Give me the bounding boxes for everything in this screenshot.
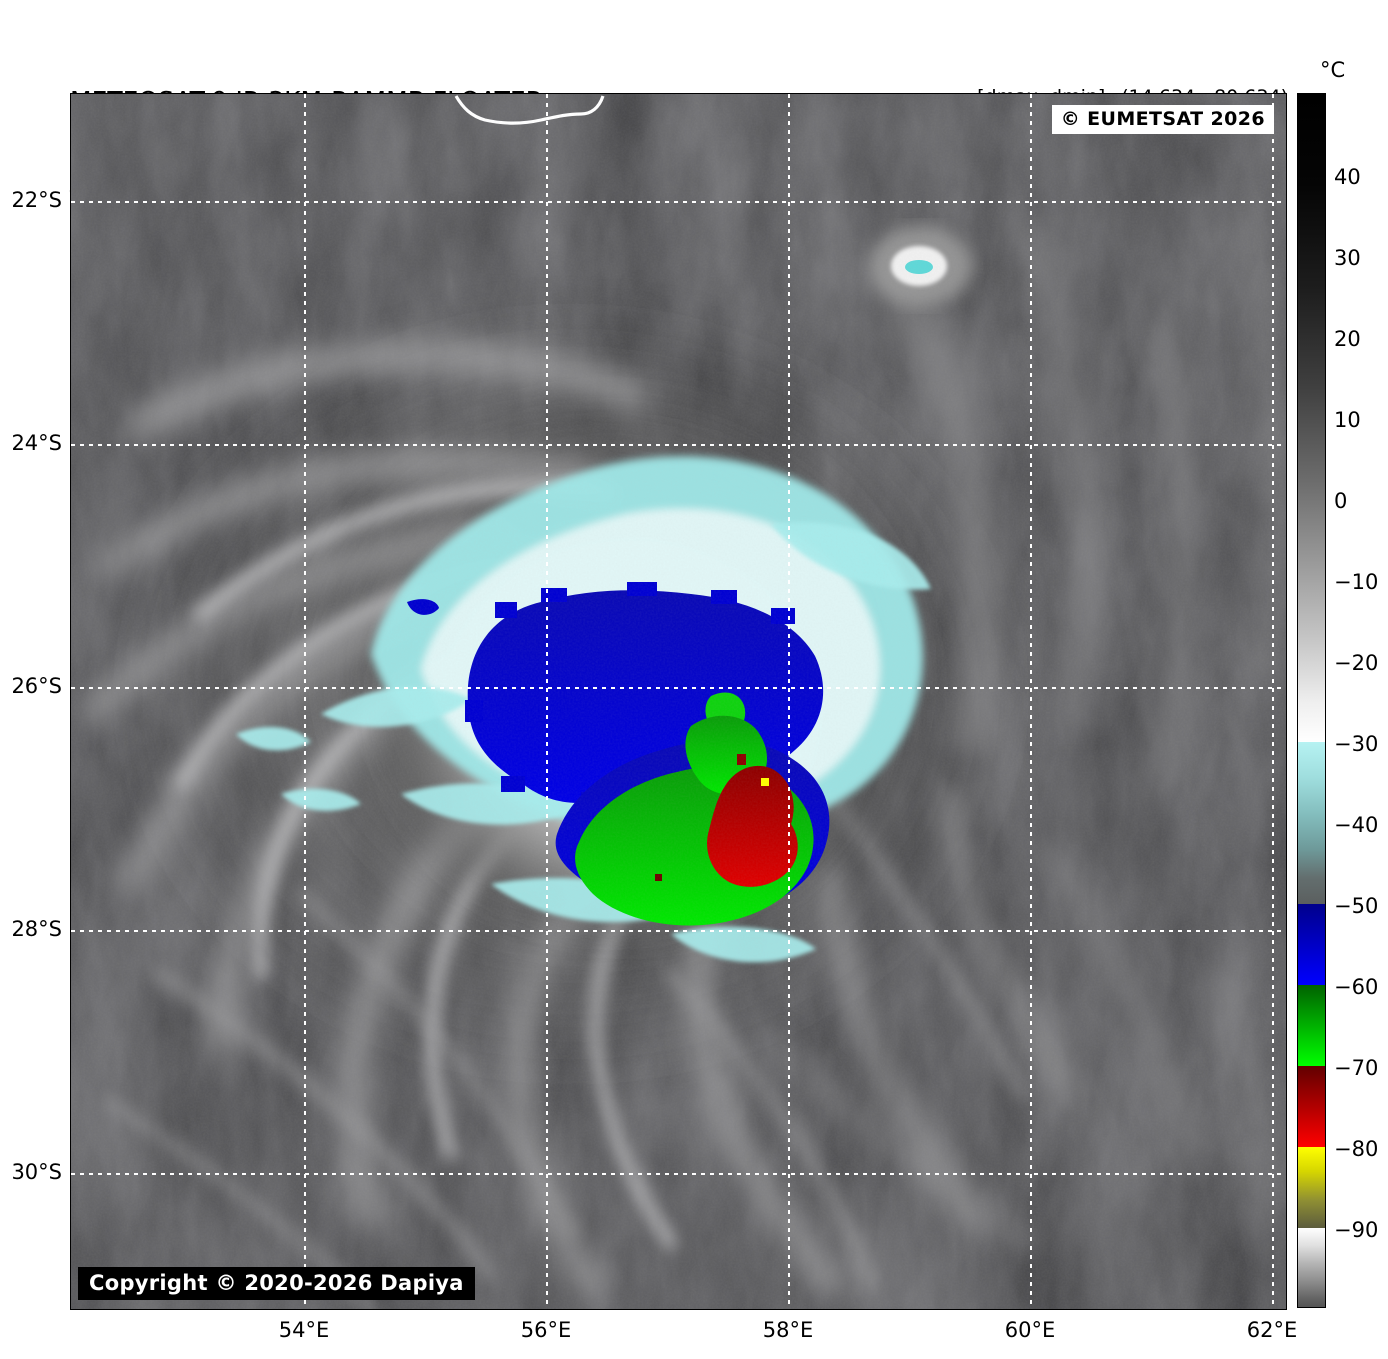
cbar-tick-20: 20 [1334,327,1361,351]
gridline-lat-26 [71,687,1286,689]
cbar-seg-cold-gray [1298,1228,1325,1307]
cbar-tick-m10: −10 [1334,570,1379,594]
cbar-tick-0: 0 [1334,489,1348,513]
cbar-seg-warm-gray [1298,94,1325,742]
gridline-lon-60 [1030,94,1032,1309]
cbar-tick-m80: −80 [1334,1137,1379,1161]
lat-tick-30s: 30°S [11,1160,62,1184]
lat-tick-22s: 22°S [11,188,62,212]
gridline-lon-56 [546,94,548,1309]
satellite-image-plot[interactable]: © EUMETSAT 2026 Copyright © 2020-2026 Da… [70,93,1287,1310]
gridline-lon-58 [788,94,790,1309]
lon-tick-58e: 58°E [762,1318,814,1342]
gridline-lat-22 [71,201,1286,203]
lat-tick-24s: 24°S [11,431,62,455]
gridline-lon-54 [304,94,306,1309]
gridline-lat-28 [71,930,1286,932]
cbar-tick-m50: −50 [1334,894,1379,918]
lon-tick-56e: 56°E [520,1318,572,1342]
lon-tick-62e: 62°E [1246,1318,1298,1342]
cbar-tick-m20: −20 [1334,651,1379,675]
ir-satellite-raster [71,94,1286,1309]
colorbar-segments [1298,94,1325,1307]
cbar-tick-m70: −70 [1334,1056,1379,1080]
cbar-tick-30: 30 [1334,246,1361,270]
cbar-seg-red [1298,1066,1325,1147]
lon-tick-60e: 60°E [1004,1318,1056,1342]
lat-tick-28s: 28°S [11,917,62,941]
lat-tick-26s: 26°S [11,674,62,698]
gridline-lat-24 [71,444,1286,446]
gridline-lat-30 [71,1173,1286,1175]
cbar-seg-blue [1298,904,1325,985]
colorbar-units-label: °C [1320,58,1346,82]
cbar-tick-m40: −40 [1334,813,1379,837]
cbar-seg-cyan [1298,742,1325,904]
gridline-lon-62 [1272,94,1274,1309]
eumetsat-credit-badge: © EUMETSAT 2026 [1051,105,1274,134]
cbar-tick-m90: −90 [1334,1218,1379,1242]
lon-tick-54e: 54°E [278,1318,330,1342]
cbar-tick-10: 10 [1334,408,1361,432]
cbar-tick-m30: −30 [1334,732,1379,756]
cbar-seg-yellow [1298,1147,1325,1228]
cbar-tick-m60: −60 [1334,975,1379,999]
dapiya-copyright-badge: Copyright © 2020-2026 Dapiya [78,1267,475,1300]
cbar-seg-green [1298,985,1325,1066]
cbar-tick-40: 40 [1334,165,1361,189]
